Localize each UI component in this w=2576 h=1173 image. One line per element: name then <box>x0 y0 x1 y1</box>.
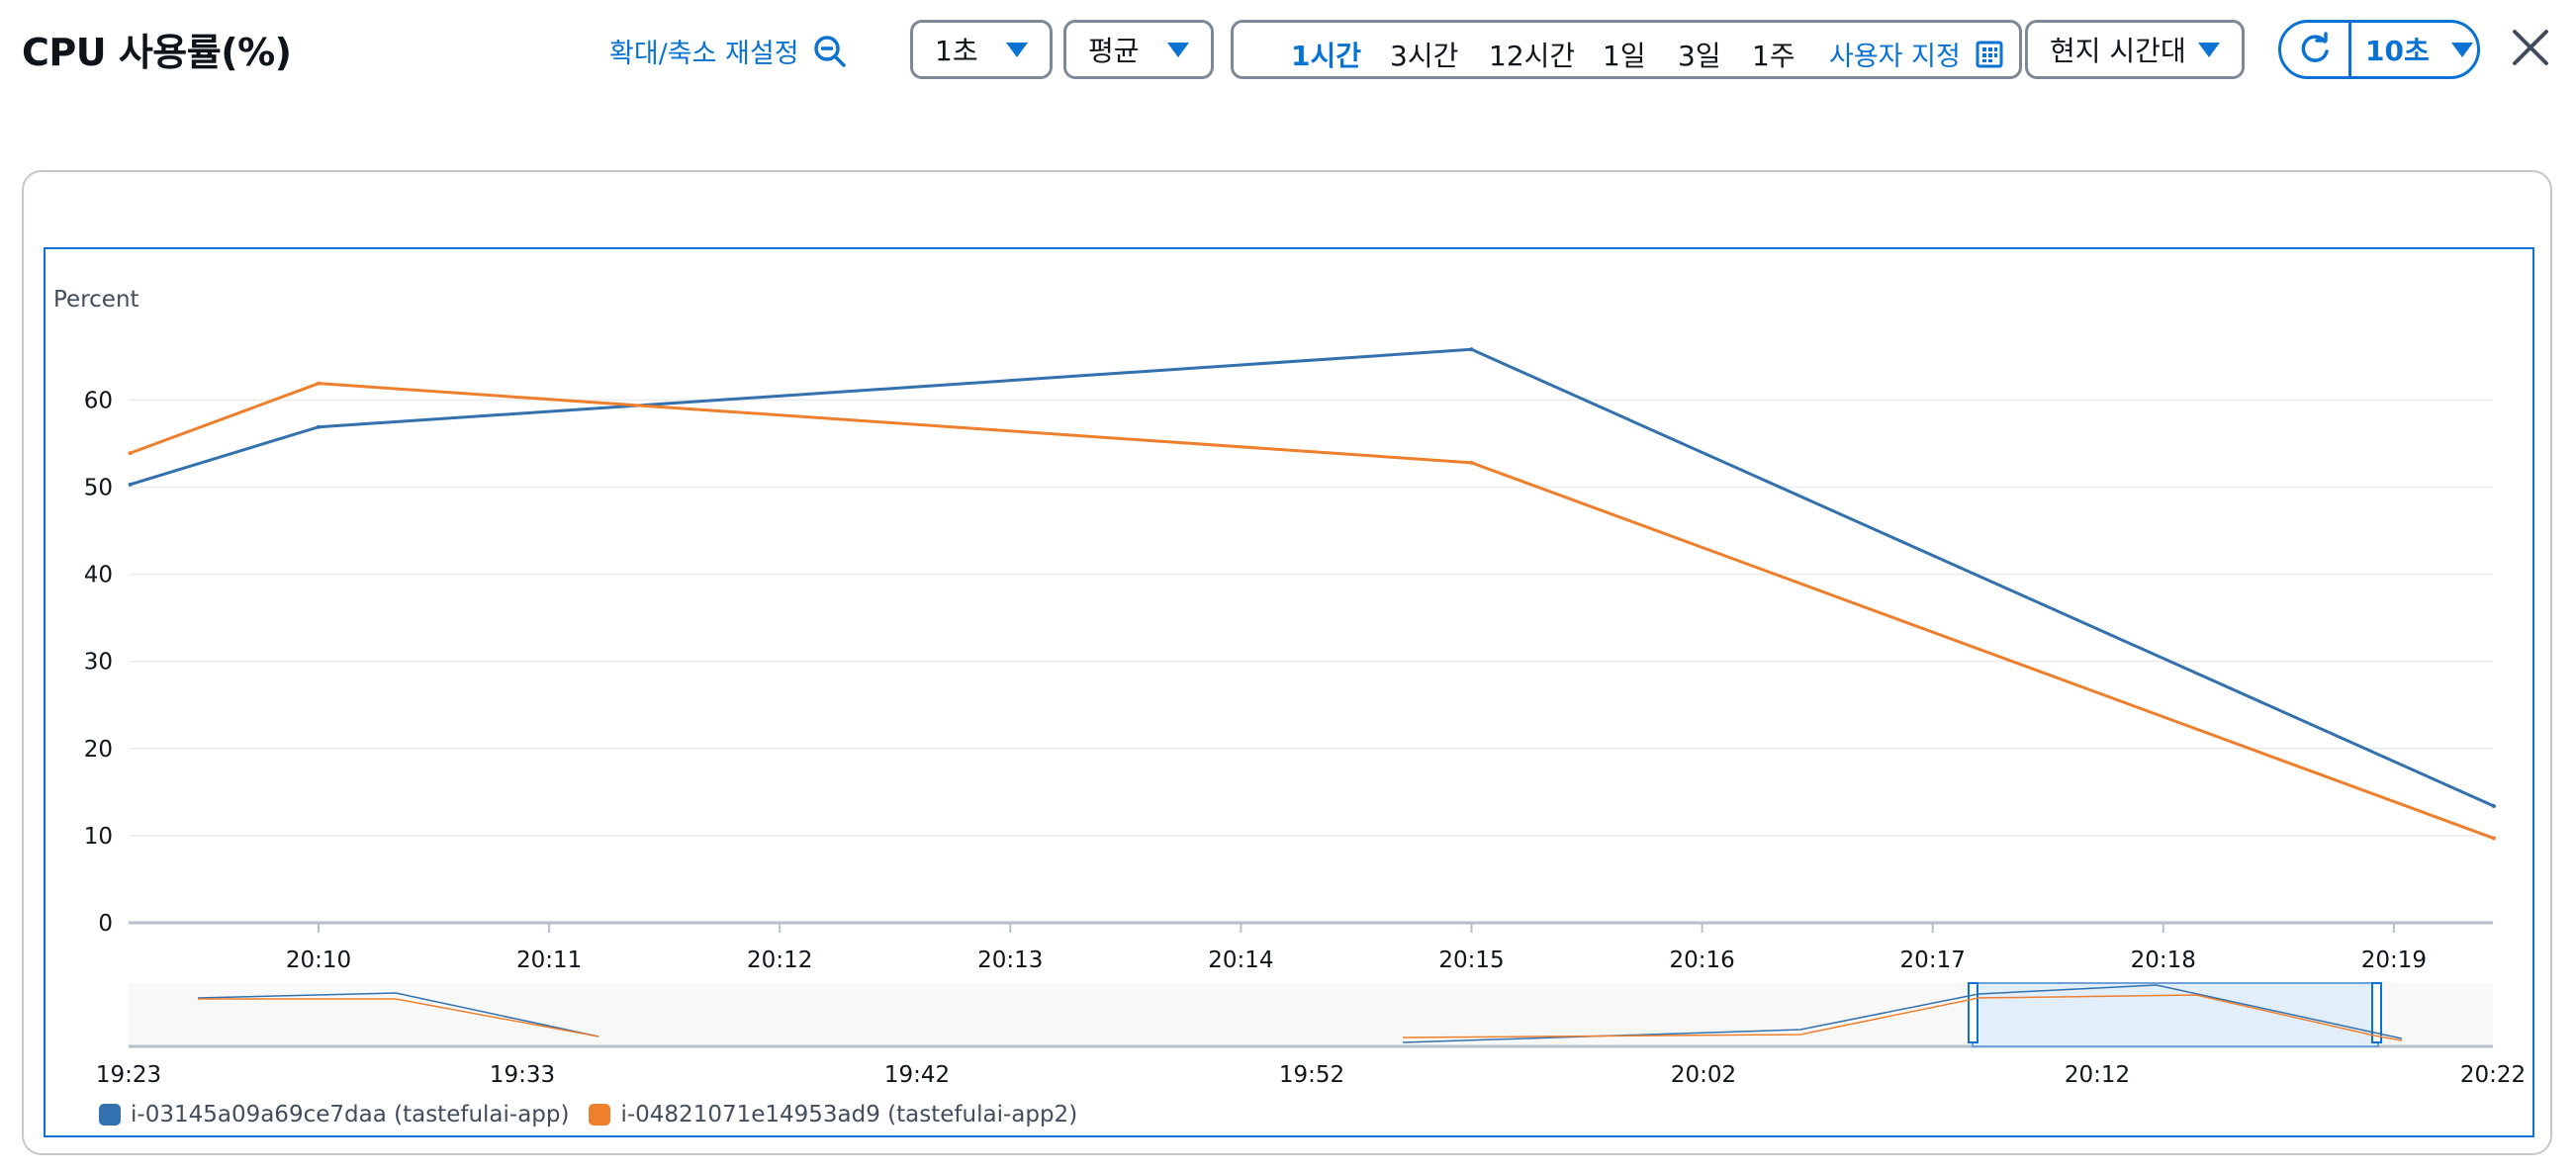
calendar-icon <box>1975 40 2004 69</box>
refresh-button[interactable] <box>2281 23 2351 76</box>
statistic-value: 평균 <box>1088 35 1140 67</box>
y-tick-label: 50 <box>84 476 113 501</box>
y-axis-label: Percent <box>53 287 139 313</box>
page-title: CPU 사용률(%) <box>22 31 292 74</box>
x-tick-label: 20:16 <box>1669 947 1734 973</box>
legend-item-series-2[interactable]: i-04821071e14953ad9 (tastefulai-app2) <box>589 1102 1077 1128</box>
zoom-out-icon <box>813 35 847 68</box>
custom-range-label: 사용자 지정 <box>1829 42 1961 72</box>
series-2-point[interactable] <box>128 451 133 456</box>
refresh-interval-value: 10초 <box>2365 35 2430 67</box>
navigator-series-2-line-b <box>1402 994 2403 1041</box>
caret-down-icon <box>2198 42 2220 57</box>
navigator-selection[interactable] <box>1972 982 2379 1047</box>
series-1-point[interactable] <box>2491 803 2496 808</box>
y-tick-label: 0 <box>98 911 113 937</box>
reset-zoom-button[interactable]: 확대/축소 재설정 <box>609 32 847 70</box>
y-tick-label: 60 <box>84 388 113 413</box>
x-tick-label: 20:11 <box>516 947 582 973</box>
x-tick-label: 20:17 <box>1900 947 1966 973</box>
series-1-point[interactable] <box>317 424 321 429</box>
y-tick-label: 10 <box>84 824 113 850</box>
time-range-12h[interactable]: 12시간 <box>1489 40 1576 72</box>
series-1-point[interactable] <box>1469 347 1474 352</box>
caret-down-icon <box>1167 42 1189 57</box>
legend-item-series-1[interactable]: i-03145a09a69ce7daa (tastefulai-app) <box>99 1102 569 1128</box>
time-range-3d[interactable]: 3일 <box>1678 40 1721 72</box>
series-2-name: i-04821071e14953ad9 (tastefulai-app2) <box>620 1102 1078 1128</box>
navigator-tick-label: 20:22 <box>2460 1062 2526 1088</box>
navigator-tick-label: 20:12 <box>2065 1062 2130 1088</box>
graph-panel <box>22 170 2552 1155</box>
legend: i-03145a09a69ce7daa (tastefulai-app) i-0… <box>99 1102 1077 1128</box>
navigator-tick-label: 19:23 <box>96 1062 161 1088</box>
series-1-name: i-03145a09a69ce7daa (tastefulai-app) <box>131 1102 570 1128</box>
series-2-point[interactable] <box>1469 460 1474 465</box>
timezone-select[interactable]: 현지 시간대 <box>2025 20 2245 79</box>
x-tick-label: 20:18 <box>2131 947 2196 973</box>
navigator-tick-label: 19:42 <box>884 1062 950 1088</box>
navigator-handle-left[interactable] <box>1968 982 1978 1043</box>
time-range-1d[interactable]: 1일 <box>1603 40 1646 72</box>
x-tick-label: 20:15 <box>1438 947 1504 973</box>
refresh-group: 10초 <box>2278 20 2480 79</box>
series-2-point[interactable] <box>2491 836 2496 841</box>
time-range-1w[interactable]: 1주 <box>1752 40 1795 72</box>
timezone-value: 현지 시간대 <box>2050 35 2186 67</box>
navigator-tick-label: 19:52 <box>1279 1062 1344 1088</box>
series-1-swatch <box>99 1104 121 1126</box>
statistic-select[interactable]: 평균 <box>1063 20 1214 79</box>
y-tick-label: 30 <box>84 650 113 676</box>
navigator-series-1-line-a <box>197 992 599 1038</box>
series-1-point[interactable] <box>128 482 133 487</box>
x-tick-label: 20:13 <box>977 947 1043 973</box>
chart-area <box>44 247 2534 1137</box>
navigator-tick-label: 19:33 <box>490 1062 555 1088</box>
series-2-line[interactable] <box>130 382 2495 840</box>
x-tick-label: 20:10 <box>286 947 351 973</box>
navigator-handle-right[interactable] <box>2371 982 2382 1043</box>
period-select[interactable]: 1초 <box>910 20 1053 79</box>
y-tick-label: 40 <box>84 563 113 588</box>
x-tick-label: 20:19 <box>2361 947 2427 973</box>
refresh-icon <box>2297 32 2333 67</box>
reset-zoom-label: 확대/축소 재설정 <box>609 39 799 69</box>
series-2-swatch <box>589 1104 611 1126</box>
refresh-interval-select[interactable]: 10초 <box>2351 30 2473 69</box>
navigator-series-1-line-b <box>1402 984 2403 1043</box>
x-tick-label: 20:14 <box>1208 947 1273 973</box>
caret-down-icon <box>2450 42 2473 57</box>
close-button[interactable] <box>2511 26 2550 69</box>
custom-range-button[interactable]: 사용자 지정 <box>1829 35 2004 73</box>
close-icon <box>2513 30 2548 65</box>
time-range-selector: 1시간 3시간 12시간 1일 3일 1주 사용자 지정 <box>1231 20 2022 79</box>
series-2-point[interactable] <box>317 381 321 386</box>
series-1-line[interactable] <box>130 347 2495 808</box>
x-tick-label: 20:12 <box>747 947 812 973</box>
navigator-tick-label: 20:02 <box>1671 1062 1736 1088</box>
caret-down-icon <box>1006 42 1028 57</box>
period-value: 1초 <box>935 35 978 67</box>
time-range-3h[interactable]: 3시간 <box>1390 40 1459 72</box>
time-range-1h[interactable]: 1시간 <box>1291 40 1362 72</box>
navigator-series-2-line-a <box>198 998 599 1038</box>
y-tick-label: 20 <box>84 737 113 763</box>
